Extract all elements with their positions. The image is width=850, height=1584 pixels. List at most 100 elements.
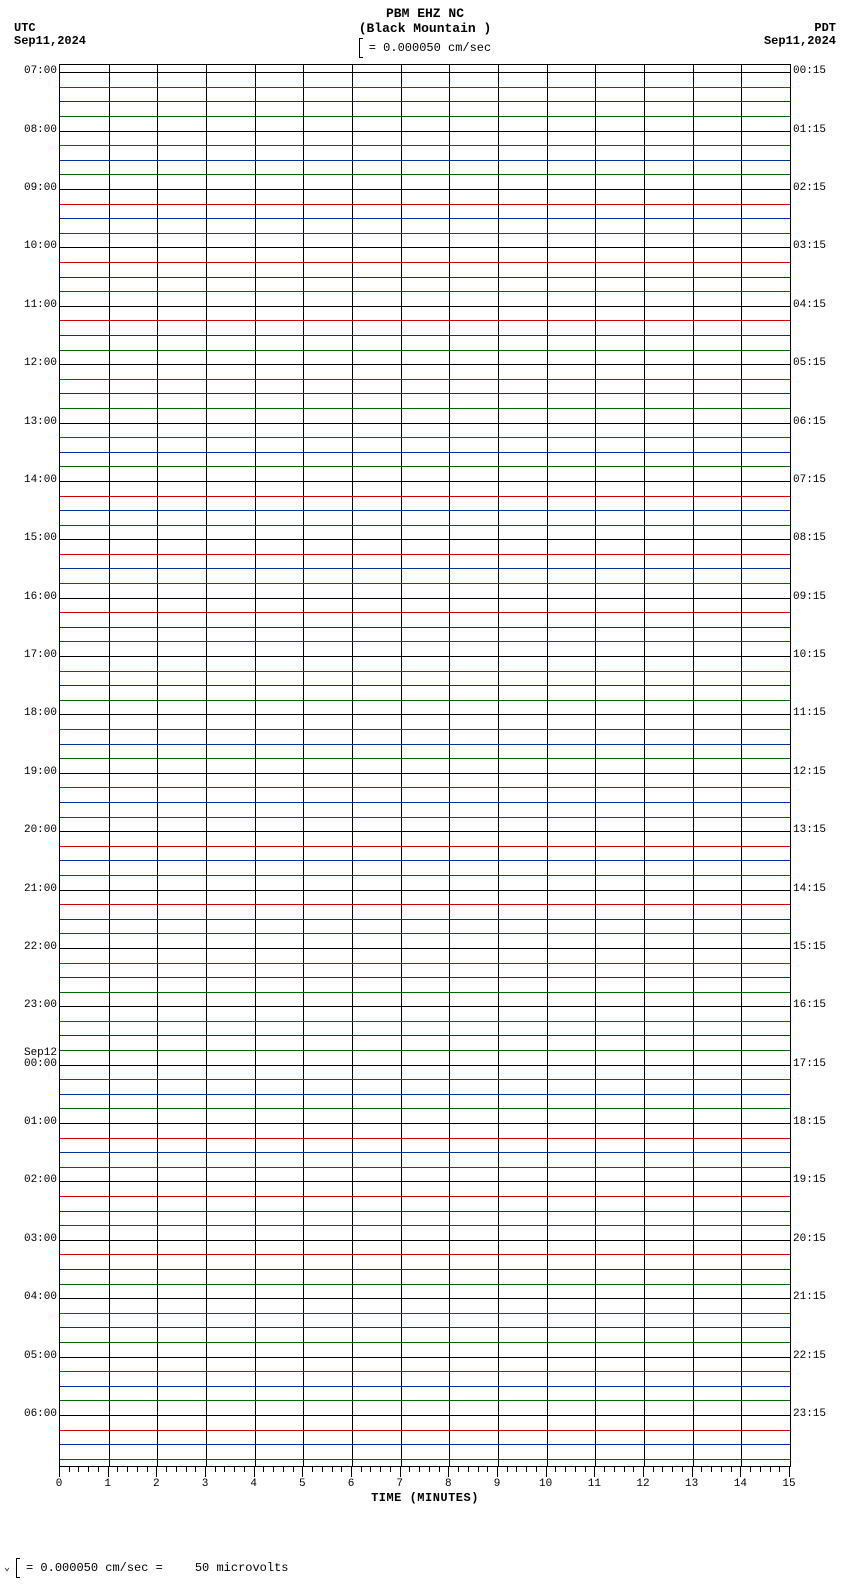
trace <box>60 262 790 263</box>
utc-time-label: 16:00 <box>24 592 57 603</box>
scale-text: = 0.000050 cm/sec <box>369 41 491 55</box>
utc-time-label: 06:00 <box>24 1409 57 1420</box>
trace <box>60 729 790 730</box>
trace <box>60 291 790 292</box>
footer-text2: 50 microvolts <box>195 1561 289 1575</box>
local-time-label: 07:15 <box>793 475 826 486</box>
x-tick-minor <box>370 1467 371 1472</box>
local-time-label: 01:15 <box>793 125 826 136</box>
local-time-label: 16:15 <box>793 1000 826 1011</box>
x-tick-major <box>59 1467 60 1477</box>
utc-time-label: 09:00 <box>24 183 57 194</box>
trace <box>60 714 790 715</box>
trace <box>60 641 790 642</box>
footer-text1: = 0.000050 cm/sec = <box>26 1561 163 1575</box>
local-time-label: 05:15 <box>793 358 826 369</box>
utc-time-label: 23:00 <box>24 1000 57 1011</box>
utc-time-label: 05:00 <box>24 1351 57 1362</box>
trace <box>60 160 790 161</box>
station-id: PBM EHZ NC <box>0 6 850 21</box>
x-tick-major <box>448 1467 449 1477</box>
x-tick-minor <box>147 1467 148 1472</box>
utc-time-label: Sep12 00:00 <box>24 1048 57 1070</box>
x-tick-minor <box>176 1467 177 1472</box>
vgrid-line <box>498 65 499 1466</box>
x-tick-major <box>789 1467 790 1477</box>
x-tick-minor <box>779 1467 780 1472</box>
trace <box>60 1327 790 1328</box>
x-tick-minor <box>293 1467 294 1472</box>
trace <box>60 773 790 774</box>
trace <box>60 1357 790 1358</box>
trace <box>60 408 790 409</box>
trace <box>60 1240 790 1241</box>
x-tick-major <box>643 1467 644 1477</box>
x-tick-minor <box>263 1467 264 1472</box>
x-tick-label: 9 <box>494 1478 501 1490</box>
local-time-label: 13:15 <box>793 825 826 836</box>
trace <box>60 1459 790 1460</box>
local-time-label: 20:15 <box>793 1234 826 1245</box>
trace <box>60 379 790 380</box>
utc-time-label: 20:00 <box>24 825 57 836</box>
trace <box>60 1211 790 1212</box>
vgrid-line <box>157 65 158 1466</box>
x-tick-minor <box>478 1467 479 1472</box>
trace <box>60 539 790 540</box>
trace <box>60 1167 790 1168</box>
x-tick-label: 2 <box>153 1478 160 1490</box>
vgrid-line <box>352 65 353 1466</box>
vgrid-line <box>206 65 207 1466</box>
trace <box>60 1123 790 1124</box>
x-tick-minor <box>526 1467 527 1472</box>
x-tick-minor <box>672 1467 673 1472</box>
x-tick-minor <box>624 1467 625 1472</box>
x-tick-minor <box>98 1467 99 1472</box>
trace <box>60 1371 790 1372</box>
local-time-label: 12:15 <box>793 767 826 778</box>
x-tick-label: 8 <box>445 1478 452 1490</box>
x-tick-minor <box>224 1467 225 1472</box>
x-tick-label: 10 <box>539 1478 552 1490</box>
x-tick-minor <box>701 1467 702 1472</box>
local-time-label: 14:15 <box>793 884 826 895</box>
x-tick-minor <box>585 1467 586 1472</box>
footer-sub: ⌄ <box>4 1562 10 1574</box>
trace <box>60 306 790 307</box>
trace <box>60 1021 790 1022</box>
scale-bar-icon <box>16 1558 20 1578</box>
x-tick-label: 15 <box>782 1478 795 1490</box>
trace <box>60 1079 790 1080</box>
x-tick-minor <box>770 1467 771 1472</box>
utc-time-label: 01:00 <box>24 1117 57 1128</box>
local-time-label: 03:15 <box>793 241 826 252</box>
x-tick-major <box>351 1467 352 1477</box>
local-time-label: 22:15 <box>793 1351 826 1362</box>
trace <box>60 1254 790 1255</box>
trace <box>60 1269 790 1270</box>
utc-time-label: 03:00 <box>24 1234 57 1245</box>
x-axis-label: TIME (MINUTES) <box>59 1491 791 1505</box>
trace <box>60 1196 790 1197</box>
x-tick-major <box>497 1467 498 1477</box>
x-tick-minor <box>127 1467 128 1472</box>
trace <box>60 860 790 861</box>
x-tick-minor <box>565 1467 566 1472</box>
x-tick-minor <box>731 1467 732 1472</box>
trace <box>60 320 790 321</box>
x-tick-minor <box>78 1467 79 1472</box>
x-tick-minor <box>614 1467 615 1472</box>
x-tick-minor <box>487 1467 488 1472</box>
local-time-label: 10:15 <box>793 650 826 661</box>
utc-time-label: 13:00 <box>24 417 57 428</box>
x-tick-minor <box>575 1467 576 1472</box>
trace <box>60 350 790 351</box>
x-tick-minor <box>458 1467 459 1472</box>
local-time-label: 23:15 <box>793 1409 826 1420</box>
utc-time-label: 02:00 <box>24 1175 57 1186</box>
trace <box>60 1225 790 1226</box>
trace <box>60 174 790 175</box>
trace <box>60 875 790 876</box>
trace <box>60 145 790 146</box>
vgrid-line <box>693 65 694 1466</box>
